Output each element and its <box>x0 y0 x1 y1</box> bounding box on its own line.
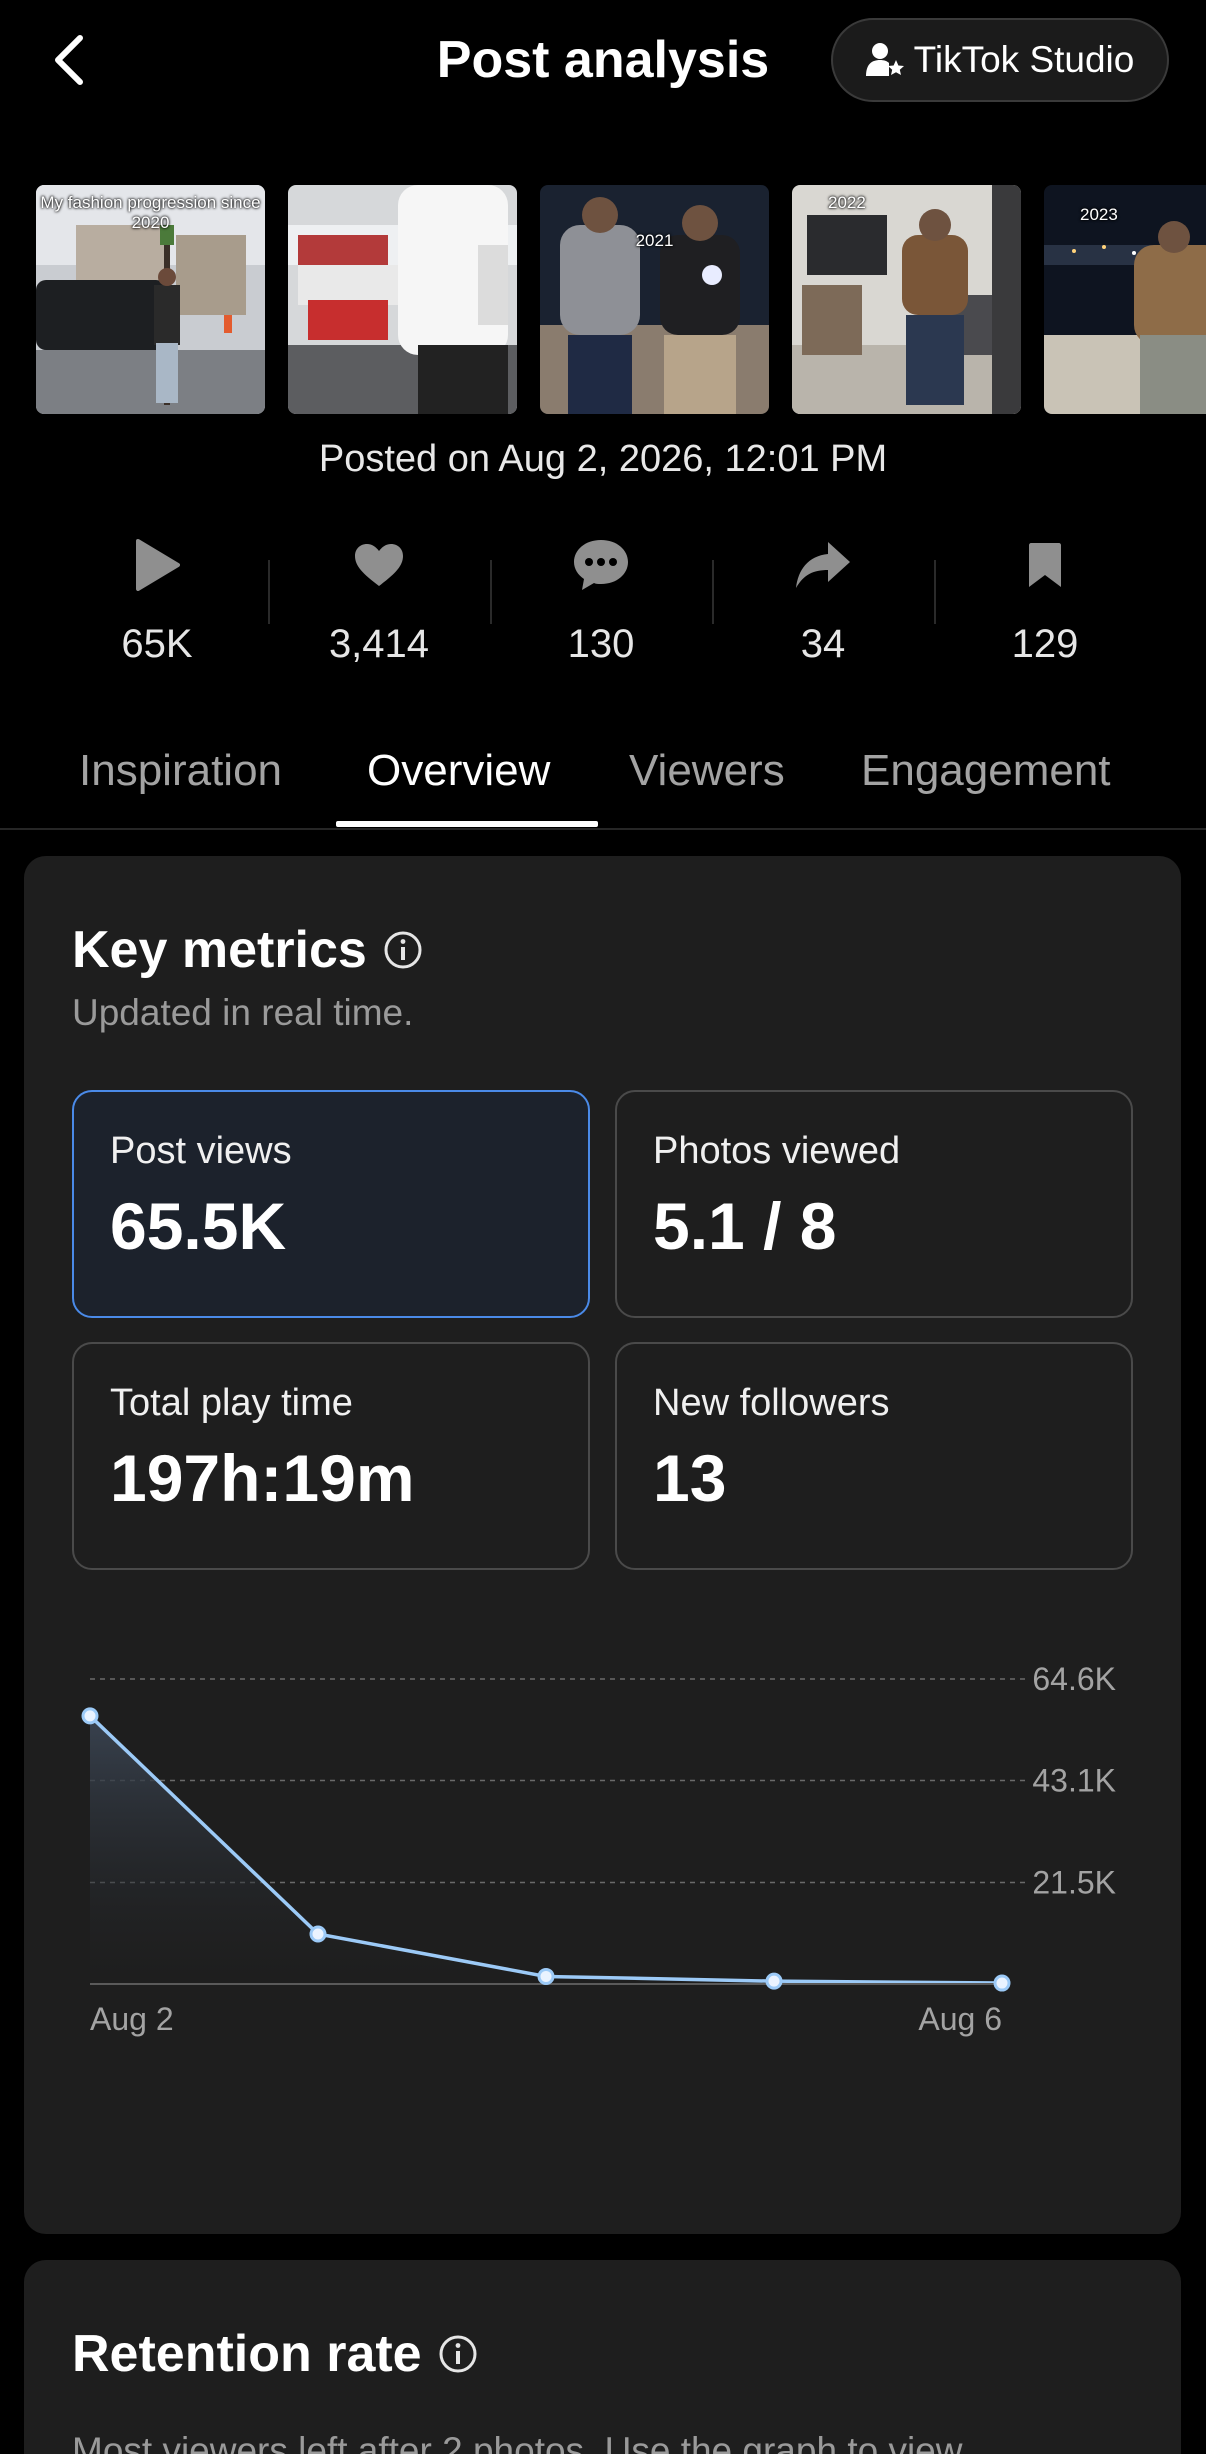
metric-value: 13 <box>653 1441 727 1515</box>
views-chart[interactable]: 21.5K 43.1K 64.6K Aug 2 Aug 6 <box>24 1616 1181 2056</box>
comment-icon <box>574 540 628 590</box>
metric-label: Post views <box>110 1130 292 1172</box>
share-icon <box>796 542 850 588</box>
play-icon <box>136 539 180 591</box>
y-tick-label: 21.5K <box>1032 1864 1116 1900</box>
heart-icon <box>355 544 403 586</box>
data-point <box>993 1974 1011 1992</box>
key-metrics-title: Key metrics <box>72 921 367 979</box>
likes-count: 3,414 <box>328 622 430 666</box>
stat-saves: 129 <box>934 530 1156 680</box>
tab-viewers[interactable]: Viewers <box>629 746 785 795</box>
retention-title: Retention rate <box>72 2325 422 2383</box>
key-metrics-card: Key metrics Updated in real time. Post v… <box>24 856 1181 2234</box>
metric-label: Total play time <box>110 1382 353 1424</box>
thumbnail-caption: 2022 <box>828 193 866 212</box>
stats-row: 65K 3,414 130 34 129 <box>46 530 1158 680</box>
thumbnail-caption: 2021 <box>635 231 674 250</box>
retention-text: Most viewers left after 2 photos. Use th… <box>72 2430 963 2454</box>
photo-carousel[interactable]: My fashion progression since 2020 2021 <box>36 185 1206 415</box>
metric-new-followers[interactable]: New followers 13 <box>615 1342 1133 1570</box>
thumbnail-3[interactable]: 2021 <box>540 185 769 414</box>
metric-total-play-time[interactable]: Total play time 197h:19m <box>72 1342 590 1570</box>
metric-post-views[interactable]: Post views 65.5K <box>72 1090 590 1318</box>
thumbnail-2[interactable] <box>288 185 517 414</box>
tab-bar: Inspiration Overview Viewers Engagement <box>0 730 1206 830</box>
retention-card: Retention rate Most viewers left after 2… <box>24 2260 1181 2454</box>
data-point <box>309 1925 327 1943</box>
thumbnail-5[interactable]: 2023 <box>1044 185 1206 414</box>
thumbnail-4[interactable]: 2022 <box>792 185 1021 414</box>
header: Post analysis TikTok Studio <box>0 0 1206 120</box>
shares-count: 34 <box>800 622 846 666</box>
chevron-left-icon <box>55 35 83 85</box>
tiktok-studio-button[interactable]: TikTok Studio <box>831 18 1169 102</box>
retention-heading: Retention rate <box>72 2324 478 2384</box>
info-icon[interactable] <box>438 2334 478 2374</box>
views-count: 65K <box>121 622 193 666</box>
page-title: Post analysis <box>436 31 770 89</box>
stat-comments: 130 <box>490 530 712 680</box>
user-star-icon <box>865 43 904 76</box>
data-point <box>537 1967 555 1985</box>
thumbnail-caption: 2023 <box>1080 205 1118 224</box>
metric-value: 5.1 / 8 <box>653 1189 837 1263</box>
x-tick-label: Aug 2 <box>90 2001 174 2037</box>
tab-inspiration[interactable]: Inspiration <box>79 746 283 795</box>
views-chart-svg: 21.5K 43.1K 64.6K Aug 2 Aug 6 <box>81 1661 1116 2037</box>
divider <box>490 560 492 624</box>
divider <box>934 560 936 624</box>
metric-label: New followers <box>653 1382 890 1424</box>
metric-label: Photos viewed <box>653 1130 901 1172</box>
tab-overview[interactable]: Overview <box>367 746 551 795</box>
divider <box>268 560 270 624</box>
metric-value: 65.5K <box>110 1189 287 1263</box>
data-point <box>81 1707 99 1725</box>
key-metrics-heading: Key metrics <box>72 920 423 980</box>
stat-likes: 3,414 <box>268 530 490 680</box>
back-button[interactable] <box>40 28 96 92</box>
bookmark-icon <box>1029 543 1061 587</box>
metric-value: 197h:19m <box>110 1441 415 1515</box>
active-tab-indicator <box>336 821 598 827</box>
tab-engagement[interactable]: Engagement <box>861 746 1111 795</box>
metric-photos-viewed[interactable]: Photos viewed 5.1 / 8 <box>615 1090 1133 1318</box>
thumbnail-caption: My fashion progression since 2020 <box>40 193 261 232</box>
y-tick-label: 43.1K <box>1032 1763 1116 1799</box>
stat-shares: 34 <box>712 530 934 680</box>
chart-area <box>90 1715 1002 1984</box>
x-tick-label: Aug 6 <box>918 2001 1002 2037</box>
divider <box>712 560 714 624</box>
saves-count: 129 <box>1011 622 1079 666</box>
comments-count: 130 <box>567 622 635 666</box>
posted-date: Posted on Aug 2, 2026, 12:01 PM <box>318 438 888 480</box>
info-icon[interactable] <box>383 930 423 970</box>
thumbnail-1[interactable]: My fashion progression since 2020 <box>36 185 265 414</box>
data-point <box>765 1972 783 1990</box>
key-metrics-subtitle: Updated in real time. <box>72 992 414 1033</box>
tiktok-studio-label: TikTok Studio <box>913 39 1135 80</box>
stat-views: 65K <box>46 530 268 680</box>
y-tick-label: 64.6K <box>1032 1661 1116 1697</box>
